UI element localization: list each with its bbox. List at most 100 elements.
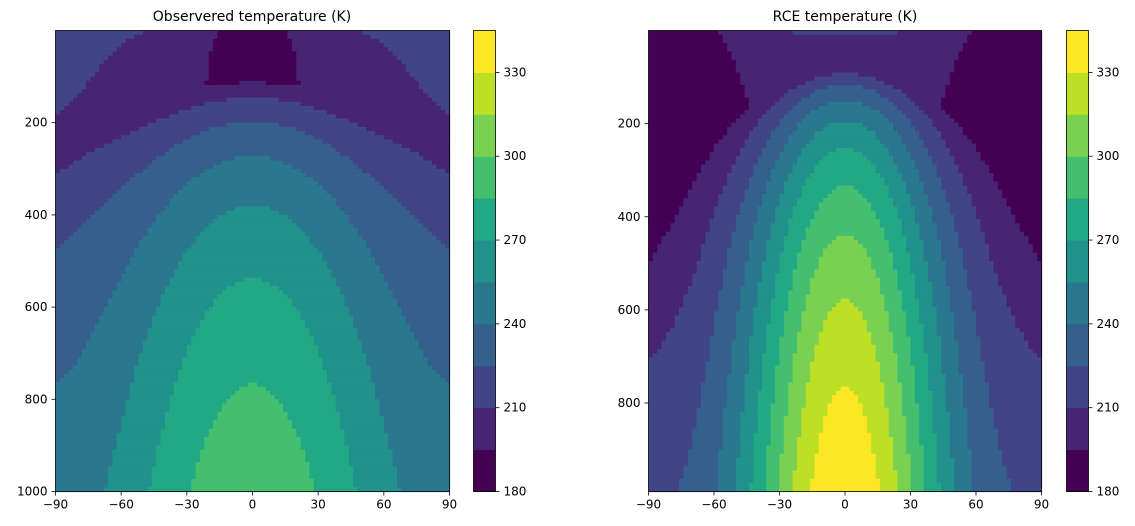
rce-contour-cell xyxy=(648,135,724,141)
rce-contour-cell xyxy=(814,453,877,459)
rce-contour-cell xyxy=(984,160,1043,166)
rce-contour-cell xyxy=(1006,202,1043,208)
rce-contour-cell xyxy=(648,332,667,338)
rce-contour-cell xyxy=(727,256,750,262)
rce-contour-cell xyxy=(796,160,820,166)
rce-colorbar-swatch xyxy=(1066,30,1089,73)
rce-contour-cell xyxy=(748,369,763,375)
rce-contour-cell xyxy=(941,344,960,350)
rce-x-tick-label: 0 xyxy=(841,498,849,512)
observed-contour-cell xyxy=(134,365,184,371)
rce-contour-cell xyxy=(954,466,973,472)
observed-contour-cell xyxy=(335,407,381,413)
rce-contour-cell xyxy=(923,185,942,191)
rce-contour-cell xyxy=(718,298,741,304)
rce-contour-cell xyxy=(700,395,728,400)
rce-contour-cell xyxy=(967,269,995,275)
rce-contour-cell xyxy=(735,474,754,480)
observed-contour-cell xyxy=(300,311,350,317)
rce-contour-cell xyxy=(936,441,951,446)
rce-contour-cell xyxy=(897,361,912,367)
observed-contour-cell xyxy=(55,80,87,86)
observed-contour-cell xyxy=(55,315,100,321)
observed-contour-cell xyxy=(208,428,297,434)
rce-contour-cell xyxy=(810,478,881,484)
rce-contour-cell xyxy=(652,353,711,358)
rce-contour-cell xyxy=(775,126,798,132)
rce-contour-cell xyxy=(687,449,719,455)
rce-contour-cell xyxy=(648,453,689,459)
rce-contour-cell xyxy=(906,328,925,333)
rce-contour-cell xyxy=(971,193,1003,199)
rce-contour-cell xyxy=(910,97,942,103)
observed-contour-cell xyxy=(55,256,131,262)
rce-contour-cell xyxy=(814,76,877,82)
observed-contour-cell xyxy=(300,437,346,442)
observed-contour-cell xyxy=(344,441,389,446)
observed-contour-cell xyxy=(418,84,451,90)
observed-contour-cell xyxy=(81,89,424,94)
observed-contour-cell xyxy=(73,365,135,371)
observed-contour-cell xyxy=(445,378,451,384)
rce-contour-cell xyxy=(740,72,833,78)
rce-contour-cell xyxy=(648,93,746,99)
observed-contour-cell xyxy=(248,382,258,388)
rce-contour-cell xyxy=(792,365,811,371)
rce-contour-cell xyxy=(941,97,1043,103)
rce-contour-cell xyxy=(788,390,807,396)
rce-y-tick-label: 800 xyxy=(618,396,641,410)
rce-x-tick-label: 30 xyxy=(903,498,918,512)
observed-contour-cell xyxy=(322,185,385,191)
observed-contour-cell xyxy=(55,55,109,61)
observed-contour-cell xyxy=(309,466,354,472)
rce-contour-cell xyxy=(980,156,1043,162)
rce-contour-cell xyxy=(687,462,719,467)
rce-contour-cell xyxy=(783,248,802,254)
rce-contour-cell xyxy=(936,466,955,472)
observed-contour-cell xyxy=(396,474,451,480)
rce-contour-cell xyxy=(796,252,824,258)
rce-contour-cell xyxy=(770,227,789,233)
observed-contour-cell xyxy=(55,105,65,111)
rce-contour-cell xyxy=(766,252,781,258)
rce-contour-cell xyxy=(748,336,767,342)
rce-contour-cell xyxy=(648,302,685,308)
rce-contour-cell xyxy=(648,336,667,342)
rce-contour-cell xyxy=(893,265,912,270)
rce-contour-cell xyxy=(879,361,898,367)
observed-contour-cell xyxy=(178,261,328,266)
rce-contour-cell xyxy=(814,210,877,216)
rce-contour-cell xyxy=(770,105,794,111)
rce-contour-cell xyxy=(879,110,903,115)
rce-contour-cell xyxy=(705,235,733,241)
rce-contour-cell xyxy=(945,93,1043,99)
rce-contour-cell xyxy=(888,152,912,157)
rce-contour-cell xyxy=(766,189,785,195)
observed-contour-cell xyxy=(90,332,149,338)
observed-contour-cell xyxy=(156,307,210,312)
observed-contour-cell xyxy=(305,319,354,325)
rce-contour-cell xyxy=(648,76,741,82)
observed-contour-cell xyxy=(99,319,153,325)
observed-contour-cell xyxy=(396,55,451,61)
observed-contour-cell xyxy=(112,457,157,463)
observed-contour-cell xyxy=(291,219,350,224)
rce-contour-cell xyxy=(757,428,772,434)
rce-contour-cell xyxy=(766,110,789,115)
rce-contour-cell xyxy=(1019,227,1043,233)
observed-contour-cell xyxy=(55,277,122,283)
rce-contour-cell xyxy=(871,445,894,451)
rce-contour-cell xyxy=(762,269,781,275)
rce-contour-cell xyxy=(731,122,759,128)
observed-contour-cell xyxy=(213,302,293,308)
rce-contour-cell xyxy=(753,223,772,229)
observed-contour-cell xyxy=(55,332,92,338)
rce-contour-cell xyxy=(919,307,938,312)
rce-contour-cell xyxy=(897,164,916,170)
observed-contour-cell xyxy=(204,227,302,233)
rce-contour-cell xyxy=(927,265,947,270)
observed-contour-cell xyxy=(291,38,381,44)
observed-contour-cell xyxy=(361,340,420,346)
rce-contour-cell xyxy=(705,361,733,367)
rce-contour-cell xyxy=(1006,470,1043,476)
